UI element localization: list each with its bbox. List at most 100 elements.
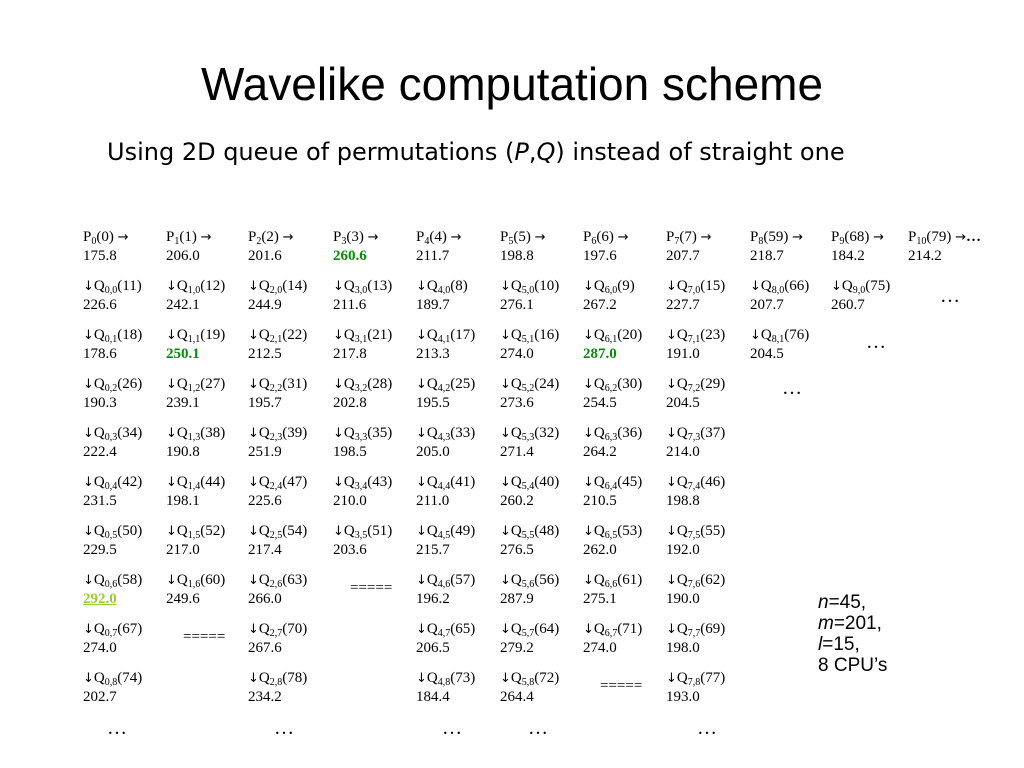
q-cell: ↓Q0,6(58) 292.0 bbox=[83, 571, 142, 609]
cell-index: 9 bbox=[839, 236, 845, 247]
cell-value: 184.2 bbox=[831, 248, 865, 264]
q-cell: ↓Q0,7(67) 274.0 bbox=[83, 620, 142, 658]
q-cell: ↓Q1,1(19) 250.1 bbox=[166, 326, 225, 364]
cell-arg: (48) bbox=[534, 523, 560, 539]
cell-label: ↓Q9,0(75) bbox=[831, 278, 891, 296]
params-block: n=45, m=201, l=15, 8 CPU’s bbox=[818, 592, 887, 676]
cell-value: 251.9 bbox=[248, 444, 282, 460]
cell-value: 201.6 bbox=[248, 248, 282, 264]
cell-arg: (32) bbox=[534, 425, 560, 441]
ellipsis: … bbox=[782, 377, 803, 399]
cell-value: 276.5 bbox=[500, 542, 534, 558]
p-cell: P9(68) → 184.2 bbox=[831, 228, 884, 266]
cell-arg: (73) bbox=[450, 670, 476, 686]
cell-label: ↓Q4,7(65) bbox=[416, 621, 476, 639]
q-cell: ↓Q4,1(17) 213.3 bbox=[416, 326, 475, 364]
cell-label: ↓Q5,8(72) bbox=[500, 670, 560, 688]
cell-value: 184.4 bbox=[416, 689, 450, 705]
q-cell: ↓Q0,5(50) 229.5 bbox=[83, 522, 142, 560]
cell-index: 7,4 bbox=[687, 481, 701, 492]
cell-label: ↓Q0,2(26) bbox=[83, 376, 143, 394]
q-cell: ↓Q7,6(62) 190.0 bbox=[666, 571, 725, 609]
cell-arg: (27) bbox=[200, 376, 226, 392]
down-arrow-icon: ↓ bbox=[416, 279, 427, 294]
cell-index: 1,5 bbox=[187, 530, 201, 541]
cell-label: P9(68) → bbox=[831, 229, 884, 247]
cell-index: 6,4 bbox=[604, 481, 618, 492]
cell-index: 4,4 bbox=[437, 481, 451, 492]
cell-value: 218.7 bbox=[750, 248, 784, 264]
down-arrow-icon: ↓ bbox=[333, 377, 344, 392]
cell-index: 0,5 bbox=[104, 530, 118, 541]
cell-arg: (63) bbox=[282, 572, 308, 588]
cell-arg: (71) bbox=[617, 621, 643, 637]
cell-arg: (43) bbox=[367, 474, 393, 490]
down-arrow-icon: ↓ bbox=[583, 426, 594, 441]
down-arrow-icon: ↓ bbox=[248, 573, 259, 588]
q-cell: ↓Q4,7(65) 206.5 bbox=[416, 620, 475, 658]
cell-value: 193.0 bbox=[666, 689, 700, 705]
q-cell: ↓Q1,3(38) 190.8 bbox=[166, 424, 225, 462]
cell-value: 260.7 bbox=[831, 297, 865, 313]
down-arrow-icon: ↓ bbox=[500, 475, 511, 490]
cell-label: ↓Q5,6(56) bbox=[500, 572, 560, 590]
q-cell: ↓Q5,4(40) 260.2 bbox=[500, 473, 559, 511]
q-cell: ↓Q1,4(44) 198.1 bbox=[166, 473, 225, 511]
cell-arg: (55) bbox=[700, 523, 726, 539]
cell-index: 1,1 bbox=[187, 334, 201, 345]
cell-value: 189.7 bbox=[416, 297, 450, 313]
cell-value: 198.1 bbox=[166, 493, 200, 509]
p-cell: P5(5) → 198.8 bbox=[500, 228, 546, 266]
p-cell: P4(4) → 211.7 bbox=[416, 228, 462, 266]
cell-index: 2,5 bbox=[269, 530, 283, 541]
cell-label: P5(5) → bbox=[500, 229, 546, 247]
cell-value: 260.2 bbox=[500, 493, 534, 509]
cell-label: P10(79) →… bbox=[908, 229, 981, 247]
cell-value: 226.6 bbox=[83, 297, 117, 313]
q-cell: ↓Q3,2(28) 202.8 bbox=[333, 375, 392, 413]
cell-arg: (24) bbox=[534, 376, 560, 392]
p-cell: P0(0) → 175.8 bbox=[83, 228, 129, 266]
cell-label: ↓Q6,0(9) bbox=[583, 278, 635, 296]
cell-index: 5,0 bbox=[521, 285, 535, 296]
cell-value: 192.0 bbox=[666, 542, 700, 558]
cell-arg: (52) bbox=[200, 523, 226, 539]
q-cell: ↓Q2,8(78) 234.2 bbox=[248, 669, 307, 707]
cell-value: 205.0 bbox=[416, 444, 450, 460]
cell-label: ↓Q7,3(37) bbox=[666, 425, 726, 443]
cell-value: 211.7 bbox=[416, 248, 450, 264]
cell-arg: (10) bbox=[534, 278, 560, 294]
down-arrow-icon: ↓ bbox=[416, 622, 427, 637]
down-arrow-icon: ↓ bbox=[583, 524, 594, 539]
cell-index: 7,0 bbox=[687, 285, 701, 296]
down-arrow-icon: ↓ bbox=[248, 475, 259, 490]
param-m-value: =201, bbox=[833, 613, 882, 634]
cell-index: 4,8 bbox=[437, 677, 451, 688]
cell-value: 239.1 bbox=[166, 395, 200, 411]
cell-arg: (23) bbox=[700, 327, 726, 343]
cell-arg: (51) bbox=[367, 523, 393, 539]
cell-value: 267.6 bbox=[248, 640, 282, 656]
down-arrow-icon: ↓ bbox=[166, 475, 177, 490]
cell-arg: (75) bbox=[865, 278, 891, 294]
cell-label: ↓Q4,4(41) bbox=[416, 474, 476, 492]
down-arrow-icon: ↓ bbox=[166, 328, 177, 343]
cell-arg: (11) bbox=[117, 278, 142, 294]
cell-value: 206.0 bbox=[166, 248, 200, 264]
param-cpus: 8 CPU’s bbox=[818, 655, 887, 676]
q-cell: ↓Q0,8(74) 202.7 bbox=[83, 669, 142, 707]
cell-value: 267.2 bbox=[583, 297, 617, 313]
cell-value: 207.7 bbox=[750, 297, 784, 313]
separator: ===== bbox=[600, 678, 643, 694]
p-cell: P6(6) → 197.6 bbox=[583, 228, 629, 266]
cell-label: P4(4) → bbox=[416, 229, 462, 247]
right-arrow-icon: → bbox=[534, 230, 546, 245]
cell-index: 6,3 bbox=[604, 432, 618, 443]
cell-label: P1(1) → bbox=[166, 229, 212, 247]
cell-arg: (12) bbox=[200, 278, 226, 294]
cell-label: ↓Q2,8(78) bbox=[248, 670, 308, 688]
cell-value: 262.0 bbox=[583, 542, 617, 558]
cell-index: 5,6 bbox=[521, 579, 535, 590]
cell-label: ↓Q7,0(15) bbox=[666, 278, 726, 296]
p-cell: P3(3) → 260.6 bbox=[333, 228, 379, 266]
